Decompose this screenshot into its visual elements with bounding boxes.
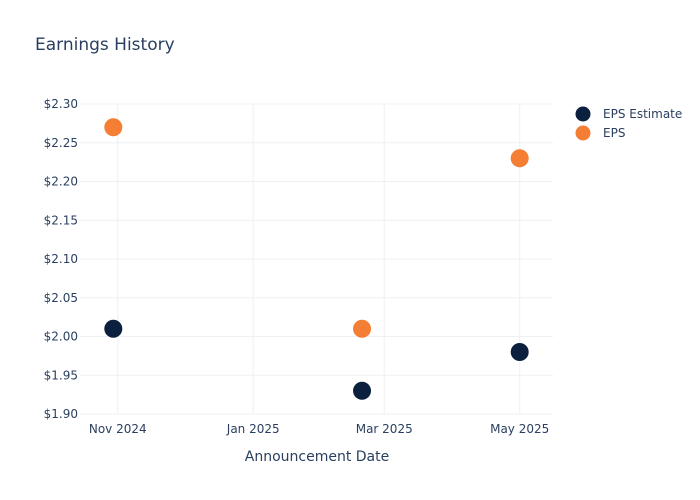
legend-label: EPS Estimate — [603, 107, 682, 121]
legend-item-eps-estimate[interactable]: EPS Estimate — [575, 106, 683, 122]
x-tick-label: Jan 2025 — [226, 422, 280, 436]
data-points — [104, 118, 529, 400]
legend-item-eps[interactable]: EPS — [575, 125, 626, 141]
y-tick-label: $2.05 — [44, 291, 78, 305]
y-tick-label: $2.25 — [44, 136, 78, 150]
legend-label: EPS — [603, 126, 625, 140]
x-tick-label: Nov 2024 — [89, 422, 147, 436]
x-axis-title: Announcement Date — [245, 449, 389, 465]
x-axis-ticks: Nov 2024 Jan 2025 Mar 2025 May 2025 — [89, 422, 549, 436]
y-tick-label: $2.20 — [44, 175, 78, 189]
legend-marker — [575, 106, 591, 122]
gridlines — [80, 103, 553, 415]
y-axis-ticks: $1.90 $1.95 $2.00 $2.05 $2.10 $2.15 $2.20 $2.25… — [44, 97, 78, 421]
data-point-eps[interactable] — [353, 319, 372, 338]
legend-marker — [575, 125, 591, 141]
data-point-eps-estimate[interactable] — [353, 381, 372, 400]
chart-title: Earnings History — [35, 35, 175, 55]
legend[interactable]: EPS Estimate EPS — [575, 106, 683, 141]
data-point-eps-estimate[interactable] — [510, 343, 529, 361]
data-point-eps-estimate[interactable] — [104, 319, 123, 338]
y-tick-label: $1.90 — [44, 407, 78, 421]
y-tick-label: $1.95 — [44, 368, 78, 382]
data-point-eps[interactable] — [510, 149, 529, 168]
data-point-eps[interactable] — [104, 118, 123, 137]
y-tick-label: $2.00 — [44, 330, 78, 344]
y-tick-label: $2.30 — [44, 97, 78, 111]
y-tick-label: $2.15 — [44, 213, 78, 227]
y-tick-label: $2.10 — [44, 252, 78, 266]
x-tick-label: Mar 2025 — [356, 422, 413, 436]
x-tick-label: May 2025 — [490, 422, 549, 436]
